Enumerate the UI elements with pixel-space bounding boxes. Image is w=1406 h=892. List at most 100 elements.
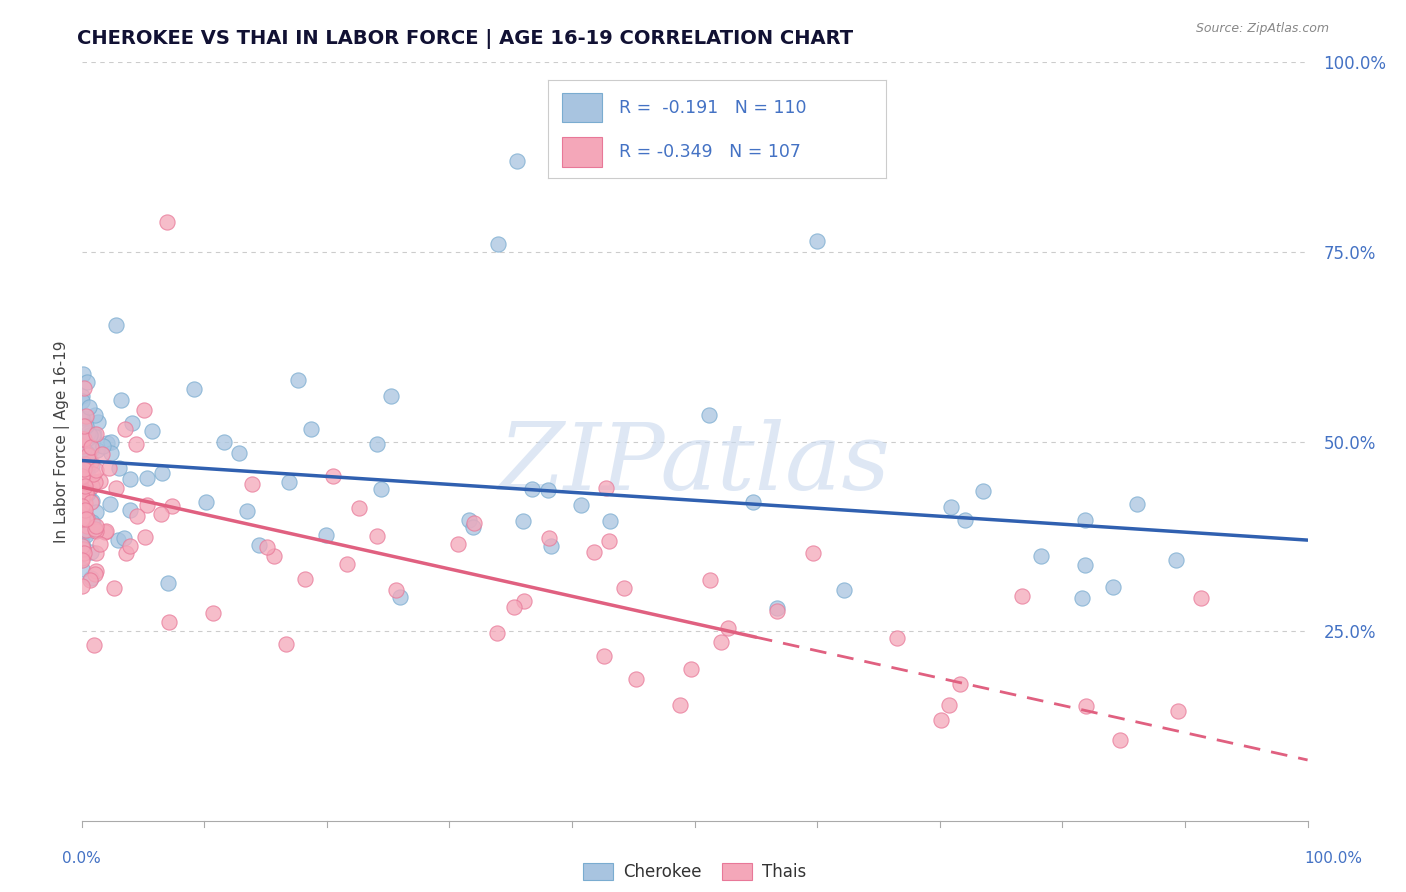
Point xyxy=(1070,591,1092,606)
Point xyxy=(75,523,97,537)
Point xyxy=(157,615,180,629)
Legend: Cherokee, Thais: Cherokee, Thais xyxy=(576,856,813,888)
Point xyxy=(512,514,534,528)
Point xyxy=(931,713,953,727)
Point xyxy=(315,528,337,542)
Point xyxy=(83,522,105,536)
Point xyxy=(84,426,107,441)
Point xyxy=(385,582,408,597)
Point xyxy=(80,495,103,509)
Point xyxy=(132,402,155,417)
Point xyxy=(84,546,107,560)
Point xyxy=(70,524,93,538)
Point xyxy=(76,375,98,389)
Point xyxy=(485,626,508,640)
Point xyxy=(72,487,94,501)
Point xyxy=(569,498,592,512)
Point xyxy=(94,525,117,540)
Point xyxy=(73,432,96,446)
Point xyxy=(72,442,94,457)
Point xyxy=(100,434,122,449)
Point xyxy=(949,677,972,691)
Point xyxy=(1074,513,1097,527)
Point xyxy=(953,513,976,527)
Point xyxy=(520,482,543,496)
Point xyxy=(84,524,107,538)
Point xyxy=(76,510,98,524)
Point xyxy=(84,564,107,578)
Point xyxy=(84,408,107,422)
Point xyxy=(76,461,98,475)
Point xyxy=(80,458,103,472)
Point xyxy=(134,530,156,544)
Point xyxy=(149,507,172,521)
Point xyxy=(486,237,509,252)
Point xyxy=(79,573,101,587)
Point xyxy=(80,454,103,468)
Point xyxy=(73,458,96,472)
Point xyxy=(70,502,93,516)
Point xyxy=(624,672,647,686)
Point xyxy=(80,545,103,559)
Point xyxy=(513,594,536,608)
Point xyxy=(70,562,93,576)
Point xyxy=(127,509,149,524)
Point xyxy=(136,471,159,485)
Point xyxy=(249,538,271,552)
Point xyxy=(73,381,96,395)
Point xyxy=(1074,558,1097,573)
Point xyxy=(118,503,141,517)
Point xyxy=(236,504,259,518)
Point xyxy=(75,484,97,499)
Point xyxy=(72,487,94,501)
Point xyxy=(598,533,620,548)
Point xyxy=(699,409,721,423)
Text: R =  -0.191   N = 110: R = -0.191 N = 110 xyxy=(619,99,807,117)
Point xyxy=(370,483,392,497)
Point xyxy=(1101,580,1123,594)
Point xyxy=(710,635,733,649)
Point xyxy=(886,631,908,645)
Point xyxy=(228,446,250,460)
Point xyxy=(73,470,96,484)
Point xyxy=(70,389,93,403)
Point xyxy=(75,486,97,500)
Point xyxy=(80,515,103,529)
Point xyxy=(135,498,157,512)
Point xyxy=(82,428,104,442)
Point xyxy=(75,419,97,434)
Point xyxy=(70,433,93,447)
Point xyxy=(75,409,97,423)
Point xyxy=(72,433,94,447)
Point xyxy=(595,482,617,496)
Point xyxy=(89,474,111,488)
Point xyxy=(125,437,148,451)
Point xyxy=(98,497,121,511)
Point xyxy=(73,478,96,492)
Point xyxy=(1126,497,1149,511)
Point xyxy=(73,500,96,515)
Text: 0.0%: 0.0% xyxy=(62,852,101,866)
Point xyxy=(76,466,98,480)
Point xyxy=(73,418,96,433)
Point xyxy=(82,442,104,456)
Point xyxy=(76,512,98,526)
Point xyxy=(1166,553,1188,567)
Text: R = -0.349   N = 107: R = -0.349 N = 107 xyxy=(619,143,801,161)
Point xyxy=(73,462,96,476)
Point xyxy=(72,367,94,381)
Point xyxy=(83,638,105,652)
Point xyxy=(86,463,108,477)
Point xyxy=(76,518,98,533)
Point xyxy=(150,467,173,481)
Point xyxy=(73,490,96,504)
Point xyxy=(717,621,740,635)
Point xyxy=(73,546,96,560)
Point xyxy=(938,698,960,712)
Point xyxy=(100,446,122,460)
Point xyxy=(80,493,103,508)
Point xyxy=(299,422,322,436)
Point xyxy=(77,448,100,462)
Point xyxy=(82,479,104,493)
Point xyxy=(1031,549,1053,563)
